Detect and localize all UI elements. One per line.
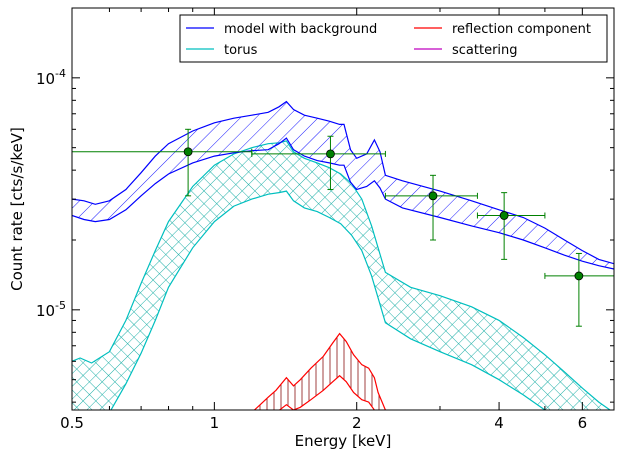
tick-labels: 0.5 1 2 4 6 10-5 10-4 <box>36 67 587 432</box>
x-tick-label: 2 <box>352 414 362 432</box>
x-tick-label: 4 <box>494 414 504 432</box>
data-point-4 <box>476 192 546 260</box>
series-torus <box>72 140 612 410</box>
y-tick-label: 10-5 <box>36 299 66 320</box>
axis-ticks <box>72 7 615 410</box>
y-tick-label: 10-4 <box>36 67 66 88</box>
y-axis-title: Count rate [cts/s/keV] <box>8 127 26 291</box>
legend-box <box>179 14 608 63</box>
data-point-5 <box>544 252 614 327</box>
band-lower-model-with-background <box>72 137 614 270</box>
legend-label-model: model with background <box>224 22 377 37</box>
x-axis-title: Energy [keV] <box>295 432 392 450</box>
band-lower-torus <box>110 190 546 410</box>
legend-label-torus: torus <box>224 43 258 58</box>
band-fill-torus-b <box>72 140 611 410</box>
x-tick-label: 6 <box>578 414 588 432</box>
legend-label-scattering: scattering <box>452 43 518 58</box>
band-lower-reflection-component <box>278 374 376 410</box>
x-tick-label: 1 <box>210 414 220 432</box>
series-reflection-component <box>253 332 387 410</box>
legend: model with background reflection compone… <box>179 14 608 63</box>
data-points-layer <box>72 128 614 327</box>
series-bands <box>72 100 614 410</box>
data-point-3 <box>384 174 478 241</box>
plot-frame <box>71 7 615 411</box>
series-model-with-background <box>72 100 614 270</box>
data-point-marker <box>428 191 438 201</box>
legend-label-reflection: reflection component <box>452 22 591 37</box>
data-point-2 <box>251 135 386 191</box>
band-upper-model-with-background <box>72 100 614 265</box>
band-upper-torus <box>72 140 612 410</box>
data-point-marker <box>499 211 509 220</box>
data-point-marker <box>574 271 584 281</box>
band-upper-reflection-component <box>253 332 387 410</box>
data-point-marker <box>183 147 193 157</box>
data-point-marker <box>326 149 335 159</box>
x-tick-label: 0.5 <box>60 414 84 432</box>
